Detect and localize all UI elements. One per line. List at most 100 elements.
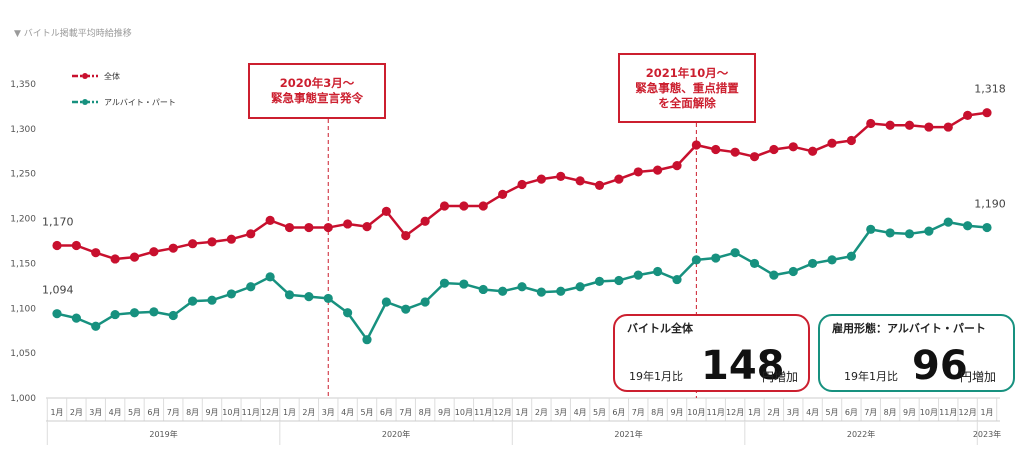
series-total-point	[556, 171, 566, 182]
series-total-point	[459, 201, 469, 211]
series-total-point	[381, 206, 391, 216]
series-parttime-point	[866, 224, 876, 234]
series-parttime-point	[614, 275, 624, 286]
callout-parttime: 雇用形態：アルバイト・パート 19年1月比 96 円増加	[818, 314, 1015, 392]
series-total-point	[129, 252, 140, 262]
series-total-point	[52, 240, 62, 251]
callout-total-base: 19年1月比	[629, 370, 683, 383]
series-parttime-point	[498, 286, 508, 296]
callout-total: バイトル全体 19年1月比 148 円増加	[613, 314, 810, 392]
series-total-point	[265, 215, 275, 225]
series-parttime-point	[420, 297, 430, 307]
start-value-label: 1,170	[42, 215, 74, 228]
x-tick-label: 4月	[109, 408, 122, 417]
series-parttime-point	[885, 228, 895, 238]
series-total-point	[846, 135, 856, 146]
series-total-point	[343, 219, 353, 229]
x-tick-label: 8月	[419, 408, 432, 417]
series-parttime-point	[594, 276, 605, 286]
series-parttime-point	[439, 278, 450, 288]
x-tick-label: 5月	[593, 408, 606, 417]
x-tick-label: 7月	[864, 408, 877, 417]
series-total-point	[323, 222, 333, 233]
x-tick-label: 6月	[147, 408, 160, 417]
y-tick-label: 1,150	[10, 259, 36, 269]
x-tick-label: 10月	[222, 408, 240, 417]
year-label: 2019年	[149, 429, 177, 439]
x-tick-label: 9月	[205, 408, 218, 417]
x-tick-label: 3月	[787, 408, 800, 417]
y-tick-label: 1,350	[10, 80, 36, 90]
y-tick-label: 1,100	[10, 304, 36, 314]
x-tick-label: 2月	[535, 408, 548, 417]
series-total-point	[943, 122, 953, 132]
end-value-label: 1,318	[974, 83, 1006, 96]
x-tick-label: 4月	[341, 408, 354, 417]
series-total-point	[653, 165, 663, 175]
series-parttime-point	[672, 274, 682, 285]
x-tick-label: 6月	[612, 408, 625, 417]
series-parttime-point	[149, 307, 159, 317]
x-tick-label: 3月	[554, 408, 567, 417]
x-tick-label: 2月	[302, 408, 315, 417]
y-tick-label: 1,200	[10, 215, 36, 225]
series-parttime-point	[556, 286, 566, 296]
end-value-label: 1,190	[974, 198, 1006, 211]
series-total-point	[420, 216, 430, 226]
y-tick-label: 1,300	[10, 125, 36, 135]
series-total-point	[982, 108, 992, 118]
series-parttime-point	[730, 248, 740, 258]
series-parttime-point	[769, 270, 779, 280]
series-parttime-point	[323, 293, 333, 304]
x-tick-label: 10月	[455, 408, 473, 417]
series-parttime-point	[536, 287, 546, 297]
series-parttime-point	[459, 279, 469, 289]
series-total-point	[963, 110, 973, 120]
year-label: 2021年	[614, 429, 642, 439]
series-parttime-point	[788, 266, 798, 277]
series-total-point	[672, 161, 682, 171]
callout-total-unit: 円増加	[762, 370, 799, 384]
series-parttime-point	[343, 308, 353, 318]
annotation-line: 緊急事態、重点措置	[635, 80, 739, 95]
x-tick-label: 5月	[825, 408, 838, 417]
callout-parttime-unit: 円増加	[960, 370, 997, 384]
series-total-point	[808, 146, 818, 156]
y-tick-label: 1,000	[10, 394, 36, 404]
series-parttime-point	[517, 282, 527, 292]
x-tick-label: 1月	[283, 408, 296, 417]
x-tick-label: 11月	[242, 408, 260, 417]
x-tick-label: 7月	[632, 408, 645, 417]
series-total-point	[188, 239, 198, 249]
series-total-point	[517, 179, 527, 190]
series-total-point	[633, 167, 643, 177]
x-tick-label: 4月	[574, 408, 587, 417]
callout-parttime-number: 96	[912, 343, 968, 389]
y-tick-label: 1,050	[10, 349, 36, 359]
series-parttime-point	[168, 310, 178, 321]
series-parttime-point	[575, 282, 585, 292]
legend-label: アルバイト・パート	[104, 98, 176, 107]
series-parttime-point	[711, 253, 721, 263]
x-tick-label: 12月	[261, 408, 279, 417]
series-total-point	[575, 176, 585, 186]
series-total-point	[769, 144, 779, 155]
series-total-point	[885, 120, 895, 130]
series-parttime-point	[71, 313, 81, 323]
callout-total-number: 148	[701, 343, 785, 389]
x-tick-label: 12月	[959, 408, 977, 417]
series-parttime-point	[924, 226, 934, 236]
series-total-point	[924, 122, 934, 132]
series-total-point	[749, 152, 760, 162]
page-title: ▼ バイトル掲載平均時給推移	[14, 29, 132, 39]
series-parttime-point	[129, 308, 140, 318]
callout-parttime-base: 19年1月比	[844, 370, 898, 383]
start-value-label: 1,094	[42, 284, 74, 297]
x-tick-label: 9月	[670, 408, 683, 417]
series-parttime-point	[691, 255, 701, 265]
series-total-point	[536, 174, 546, 184]
x-tick-label: 1月	[515, 408, 528, 417]
series-total-point	[304, 222, 314, 233]
series-total-point	[594, 180, 605, 190]
series-parttime-point	[246, 282, 256, 292]
